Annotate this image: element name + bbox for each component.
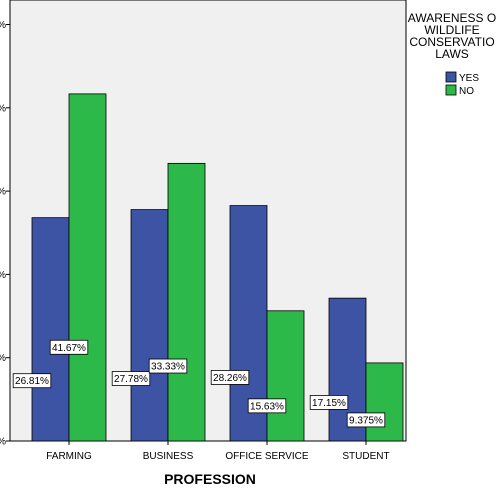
legend-title-line: AWARENESS O bbox=[408, 11, 496, 25]
x-tick-label: FARMING bbox=[46, 451, 92, 462]
y-tick-label: % bbox=[0, 187, 6, 198]
data-labels: 26.81% 41.67% 27.78%33.33% 28.26% 15.63% 17.1… bbox=[12, 339, 386, 428]
data-label-box bbox=[309, 395, 349, 410]
x-tick-label: OFFICE SERVICE bbox=[225, 451, 308, 462]
y-tick-label: % bbox=[0, 437, 6, 448]
data-label-box bbox=[346, 412, 386, 428]
y-tick-label: % bbox=[0, 270, 6, 281]
data-label: 41.67% bbox=[52, 343, 86, 354]
legend-title-line: WILDLIFE bbox=[424, 23, 479, 37]
bar-yes-business bbox=[130, 209, 169, 442]
y-tick-label: % bbox=[0, 20, 6, 31]
x-tick-label: STUDENT bbox=[342, 451, 389, 462]
data-label: 15.63% bbox=[250, 401, 284, 412]
data-label-box bbox=[247, 398, 287, 414]
data-label-box bbox=[12, 373, 52, 389]
data-label-box bbox=[210, 370, 250, 385]
legend-title-line: CONSERVATIO bbox=[409, 35, 494, 49]
data-label: 28.26% bbox=[213, 373, 247, 384]
legend-swatch-no bbox=[445, 84, 457, 96]
bar-no-business bbox=[167, 162, 206, 442]
legend-label-yes: YES bbox=[459, 73, 479, 84]
bar-no-student bbox=[365, 362, 404, 442]
data-label-box bbox=[111, 371, 151, 386]
legend-title-line: LAWS bbox=[435, 47, 469, 61]
legend-swatch-yes bbox=[445, 71, 457, 83]
x-axis-title: PROFESSION bbox=[164, 471, 256, 487]
bar-no-farming bbox=[68, 93, 107, 442]
data-label: 33.33% bbox=[151, 362, 185, 373]
data-label: 17.15% bbox=[312, 398, 346, 409]
data-label: 27.78% bbox=[114, 374, 148, 385]
data-label: 9.375% bbox=[349, 415, 383, 426]
legend-label-no: NO bbox=[459, 86, 474, 97]
data-label-box bbox=[148, 358, 188, 374]
data-label: 26.81% bbox=[15, 376, 49, 387]
x-axis: FARMING BUSINESS OFFICE SERVICE STUDENT bbox=[46, 441, 390, 462]
y-tick-label: % bbox=[0, 103, 6, 114]
data-label-box bbox=[49, 339, 89, 355]
x-tick-label: BUSINESS bbox=[143, 451, 194, 462]
y-tick-label: % bbox=[0, 353, 6, 364]
bar-yes-farming bbox=[31, 217, 70, 442]
y-axis: %%%%%% bbox=[0, 20, 10, 448]
bar-no-office-service bbox=[266, 310, 305, 442]
